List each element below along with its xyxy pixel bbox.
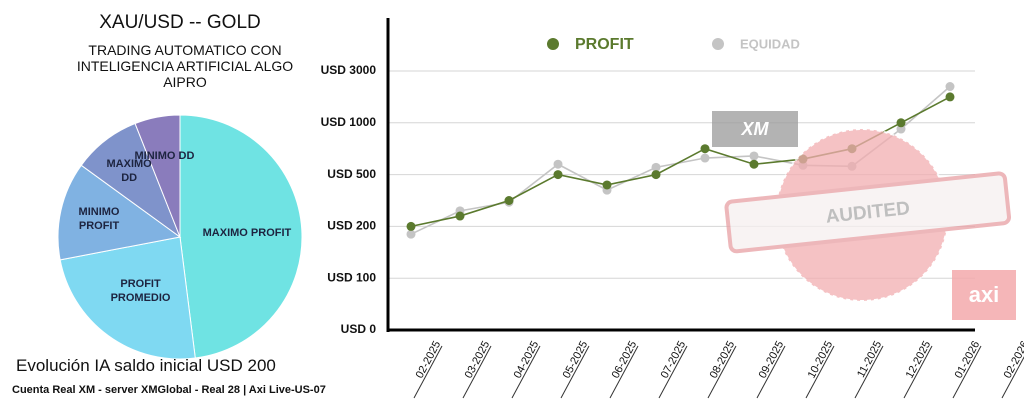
x-tick-underline bbox=[805, 345, 835, 399]
pie-label: MAXIMO PROFIT bbox=[202, 226, 292, 239]
y-tick-label: USD 100 bbox=[327, 270, 376, 284]
data-point bbox=[700, 144, 710, 154]
y-tick-label: USD 1000 bbox=[321, 115, 377, 129]
legend-marker bbox=[547, 38, 559, 50]
data-point bbox=[651, 162, 661, 172]
account-note: Cuenta Real XM - server XMGlobal - Real … bbox=[12, 384, 326, 396]
pie-label: MINIMO PROFIT bbox=[78, 205, 120, 232]
watermark-text: XM bbox=[741, 119, 770, 139]
watermark-text: axi bbox=[969, 282, 1000, 307]
x-tick-label: 03-2025 bbox=[463, 339, 493, 380]
data-point bbox=[455, 211, 465, 221]
x-tick-label: 12-2025 bbox=[904, 339, 934, 380]
x-tick-underline bbox=[462, 345, 492, 399]
pie-label: PROFIT PROMEDIO bbox=[110, 278, 171, 305]
data-point bbox=[553, 159, 563, 169]
x-tick-label: 08-2025 bbox=[708, 339, 738, 380]
data-point bbox=[651, 170, 661, 180]
x-tick-label: 06-2025 bbox=[610, 339, 640, 380]
watermark-xm: XM bbox=[712, 111, 798, 147]
x-tick-underline bbox=[707, 345, 737, 399]
pie-slice bbox=[59, 236, 196, 360]
data-point bbox=[749, 159, 759, 169]
legend-label: EQUIDAD bbox=[740, 36, 800, 51]
x-tick-label: 11-2025 bbox=[855, 339, 884, 380]
x-tick-underline bbox=[854, 345, 884, 399]
x-tick-label: 07-2025 bbox=[659, 339, 689, 380]
data-point bbox=[406, 221, 416, 231]
data-point bbox=[896, 118, 906, 128]
x-tick-underline bbox=[413, 345, 443, 399]
y-tick-label: USD 500 bbox=[327, 167, 376, 181]
y-tick-label: USD 3000 bbox=[321, 63, 377, 77]
x-tick-label: 02-2025 bbox=[414, 339, 444, 380]
data-point bbox=[945, 82, 955, 92]
x-tick-label: 09-2025 bbox=[757, 339, 787, 380]
data-point bbox=[945, 92, 955, 102]
x-tick-underline bbox=[903, 345, 933, 399]
x-tick-underline bbox=[1001, 356, 1024, 399]
audited-stamp: AUDITED bbox=[724, 128, 1012, 302]
line-chart: USD 0 USD 100 USD 200 USD 500 USD 1000 USD 30… bbox=[321, 18, 1024, 399]
pie-title: XAU/USD -- GOLD bbox=[99, 12, 261, 33]
x-tick-underline bbox=[952, 345, 982, 399]
x-tick-label: 05-2025 bbox=[561, 339, 591, 380]
pie-subtitle: TRADING AUTOMATICO CON INTELIGENCIA ARTI… bbox=[76, 42, 294, 90]
x-tick-label: 02-2026 bbox=[1002, 339, 1024, 380]
x-tick-underline bbox=[560, 345, 590, 399]
pie-slice bbox=[179, 114, 303, 359]
x-tick-underline bbox=[756, 345, 786, 399]
x-tick-underline bbox=[609, 345, 639, 399]
legend-label: PROFIT bbox=[575, 36, 634, 53]
pie-label: MAXIMO DD bbox=[106, 158, 152, 185]
x-tick-label: 04-2025 bbox=[512, 339, 542, 380]
x-tick-label: 01-2026 bbox=[953, 339, 983, 380]
pie-slice bbox=[134, 114, 181, 238]
legend-marker bbox=[712, 38, 724, 50]
data-point bbox=[553, 170, 563, 180]
watermark-axi: axi bbox=[952, 270, 1016, 320]
x-tick-underline bbox=[511, 345, 541, 399]
data-point bbox=[700, 153, 710, 163]
y-tick-label: USD 200 bbox=[327, 219, 376, 233]
data-point bbox=[602, 180, 612, 190]
data-point bbox=[504, 196, 514, 205]
pie-label: MINIMO DD bbox=[134, 149, 195, 162]
x-tick-underline bbox=[658, 345, 688, 399]
y-tick-label: USD 0 bbox=[341, 322, 377, 336]
data-point bbox=[749, 151, 759, 161]
pie-slice bbox=[57, 164, 182, 261]
data-point bbox=[896, 124, 906, 134]
data-point bbox=[406, 229, 416, 239]
x-tick-label: 10-2025 bbox=[806, 339, 836, 380]
caption: Evolución IA saldo inicial USD 200 bbox=[16, 356, 276, 375]
